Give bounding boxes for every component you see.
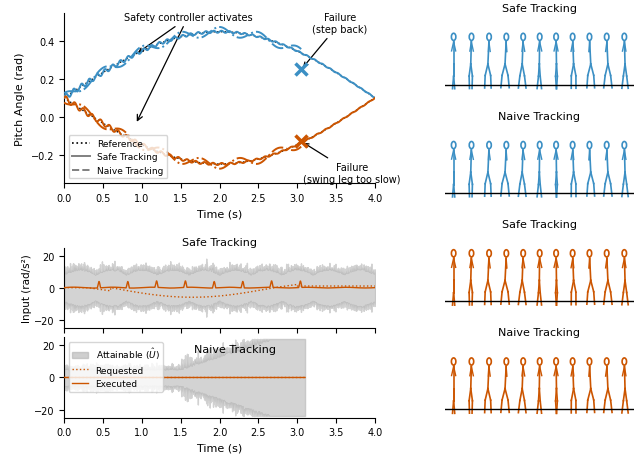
Legend: Reference, Safe Tracking, Naive Tracking: Reference, Safe Tracking, Naive Tracking (68, 136, 168, 179)
Title: Safe Tracking: Safe Tracking (502, 220, 577, 230)
Text: Failure
(step back): Failure (step back) (304, 13, 368, 67)
Title: Naive Tracking: Naive Tracking (499, 328, 580, 338)
Title: Safe Tracking: Safe Tracking (182, 237, 257, 247)
Title: Safe Tracking: Safe Tracking (502, 4, 577, 14)
X-axis label: Time (s): Time (s) (197, 209, 242, 218)
Text: Safety controller activates: Safety controller activates (124, 13, 253, 53)
Y-axis label: Pitch Angle (rad): Pitch Angle (rad) (15, 52, 25, 146)
Text: Naive Tracking: Naive Tracking (194, 344, 276, 354)
Text: Failure
(swing leg too slow): Failure (swing leg too slow) (303, 144, 401, 185)
Title: Naive Tracking: Naive Tracking (499, 112, 580, 122)
Y-axis label: Input (rad/s²): Input (rad/s²) (22, 254, 33, 322)
X-axis label: Time (s): Time (s) (197, 443, 242, 453)
Legend: Attainable ($\hat{U}$), Requested, Executed: Attainable ($\hat{U}$), Requested, Execu… (68, 342, 163, 392)
